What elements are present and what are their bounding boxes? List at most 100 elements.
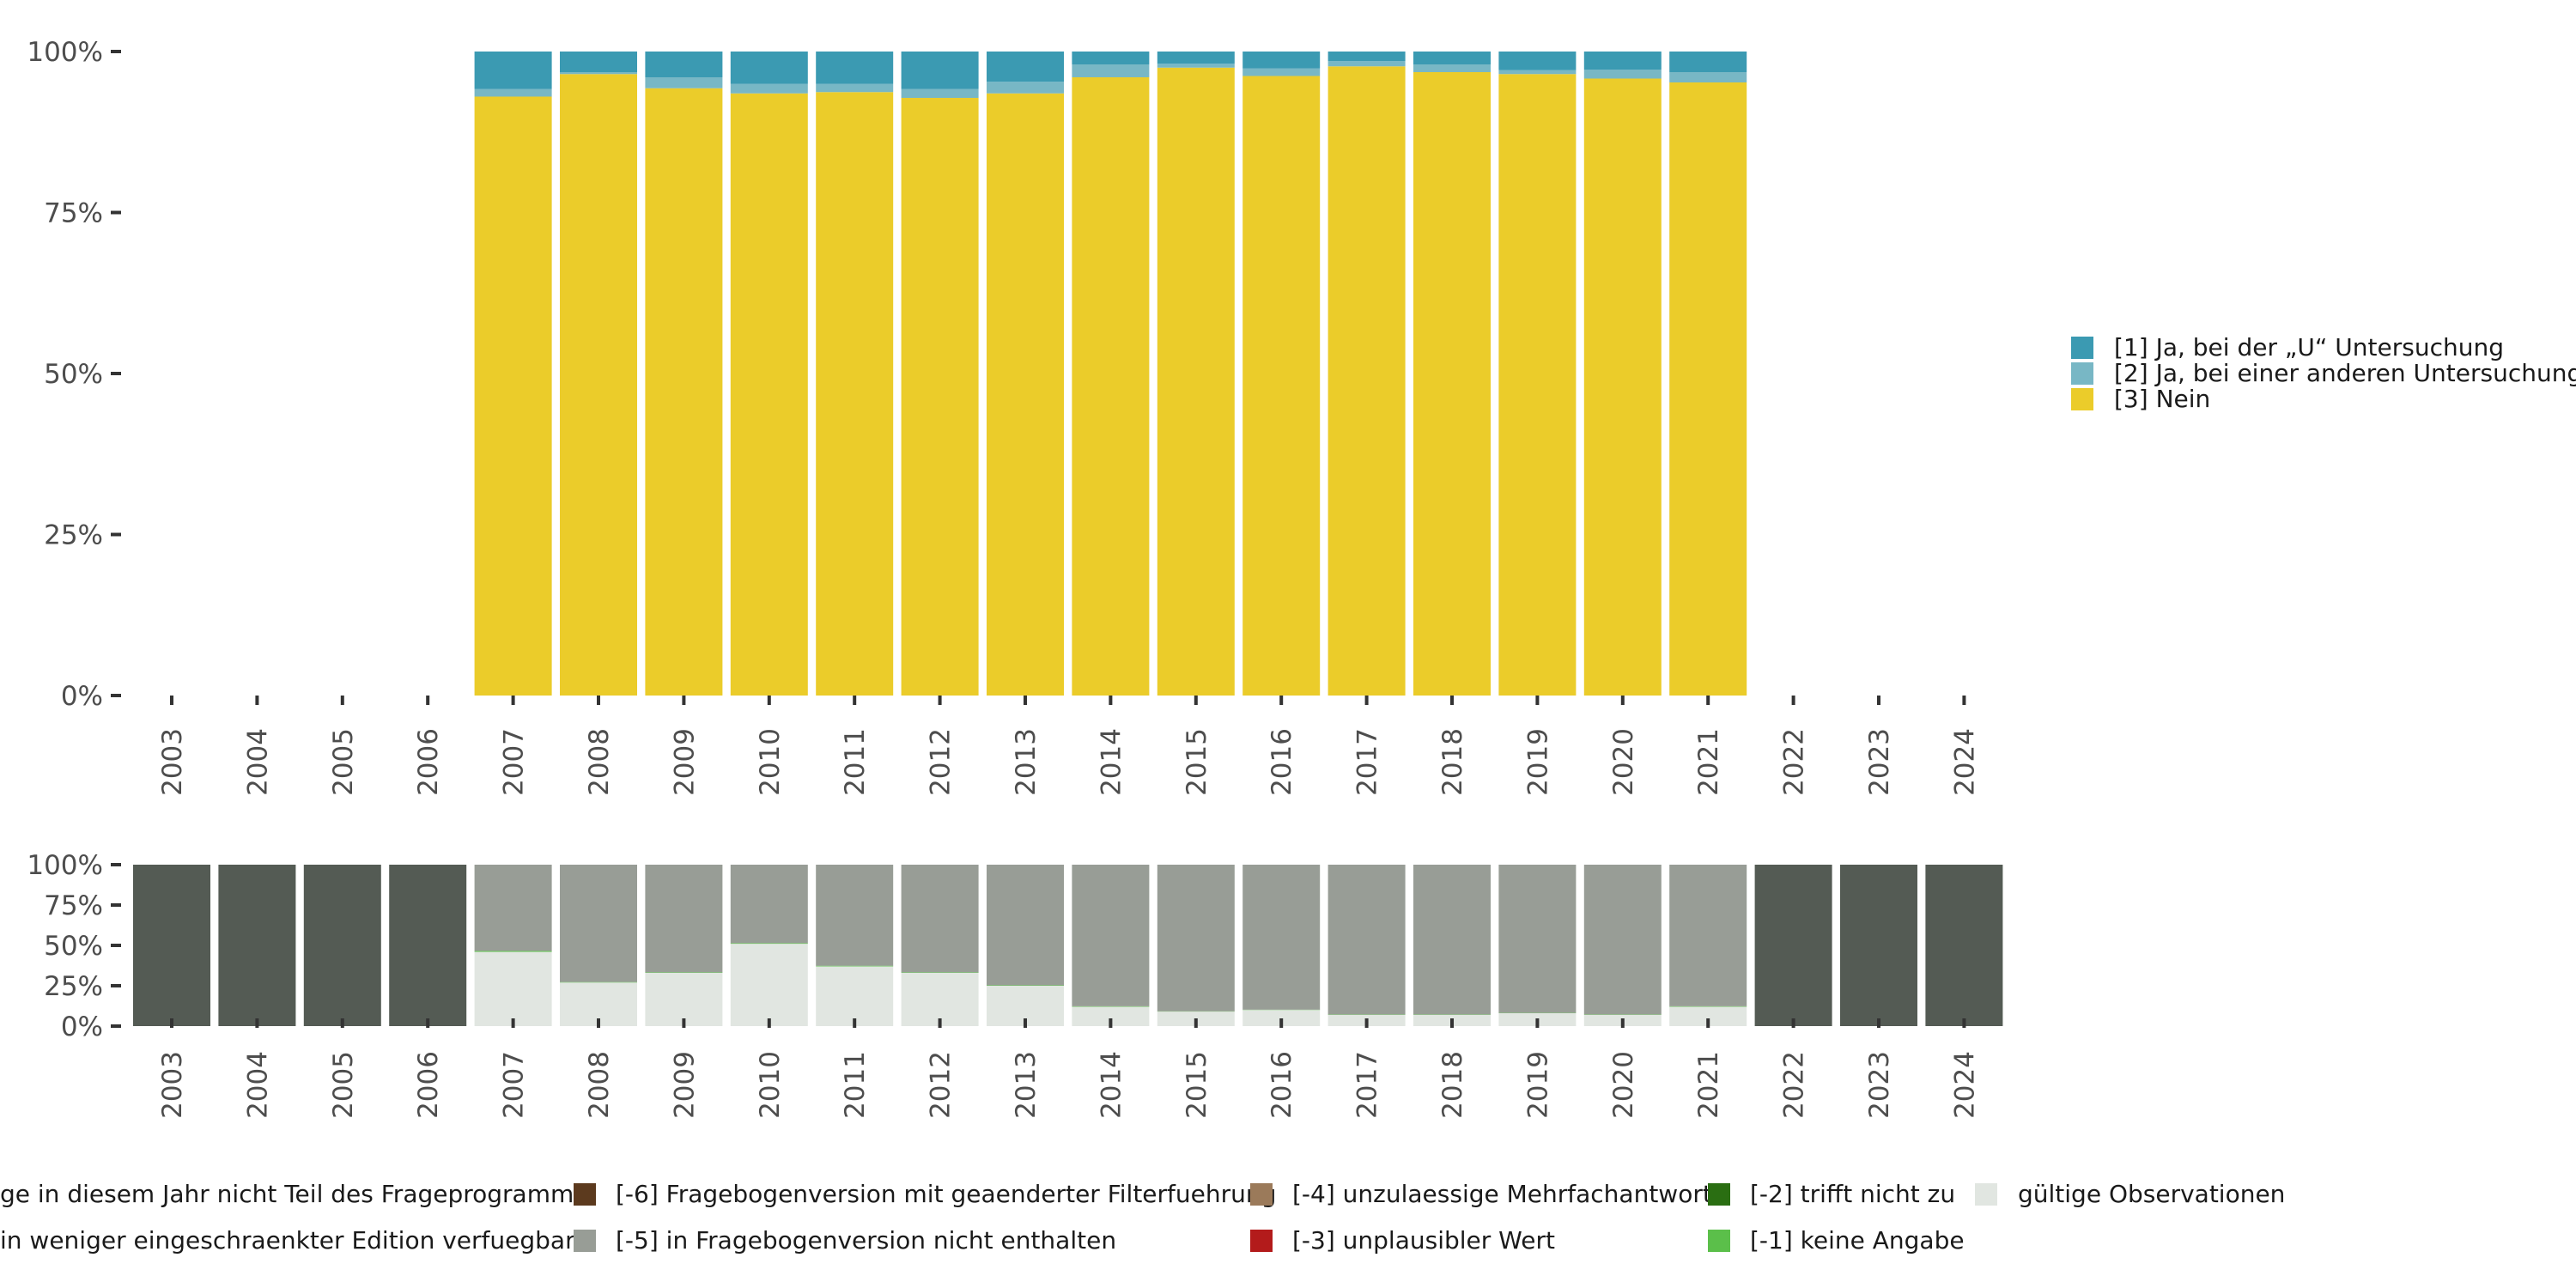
bottom-xtick-label-2014: 2014 (1096, 1051, 1127, 1119)
top-xtick-label-2009: 2009 (669, 728, 700, 796)
bottom-xtick-label-2021: 2021 (1693, 1051, 1724, 1119)
bottom-xtick-label-2023: 2023 (1864, 1051, 1895, 1119)
legend-bottom-label-8: [-1] keine Angabe (1750, 1226, 1965, 1255)
top-bar-2011-1-ja-bei-der-u-untersuchung (816, 52, 894, 84)
legend-bottom-label-3: [-6] Fragebogenversion mit geaenderter F… (616, 1180, 1276, 1208)
top-bar-2015-3-nein (1157, 67, 1235, 696)
bottom-bar-2011-5-in-fragebogenversion-nicht-enthalten (816, 865, 894, 966)
bottom-xtick-label-2018: 2018 (1437, 1051, 1468, 1119)
bottom-bar-2011-1-keine-angabe (816, 965, 894, 967)
top-bar-2019-3-nein (1498, 74, 1577, 696)
top-xtick-label-2016: 2016 (1267, 728, 1297, 796)
top-xtick-label-2020: 2020 (1608, 728, 1639, 796)
bottom-bar-2018-5-in-fragebogenversion-nicht-enthalten (1413, 865, 1491, 1015)
top-bar-2009-3-nein (645, 88, 723, 696)
top-bar-2014-1-ja-bei-der-u-untersuchung (1072, 52, 1150, 64)
top-bar-2016-2-ja-bei-einer-anderen-untersuchung (1242, 68, 1321, 76)
bottom-bar-2009-5-in-fragebogenversion-nicht-enthalten (645, 865, 723, 973)
bottom-bar-2005-8-frage-in-diesem-jahr-nicht-teil-des-frageprogramms (303, 865, 381, 1026)
top-bar-2010-3-nein (730, 93, 808, 696)
bottom-bar-2003-8-frage-in-diesem-jahr-nicht-teil-des-frageprogramms (133, 865, 210, 1026)
top-bar-2008-2-ja-bei-einer-anderen-untersuchung (560, 72, 637, 75)
top-xtick-label-2014: 2014 (1096, 728, 1127, 796)
top-xtick-label-2011: 2011 (840, 728, 871, 796)
top-bar-2014-3-nein (1072, 77, 1150, 696)
bottom-bar-2010-g-ltige-observationen (730, 944, 808, 1026)
top-ytick-label-0: 0% (61, 681, 103, 712)
bottom-xtick-label-2013: 2013 (1011, 1051, 1042, 1119)
top-bar-2011-3-nein (816, 92, 894, 696)
legend-bottom-label-9: gültige Observationen (2018, 1180, 2285, 1208)
bottom-xtick-label-2009: 2009 (669, 1051, 700, 1119)
top-ytick-label-25: 25% (44, 520, 103, 551)
bottom-bar-2014-1-keine-angabe (1072, 1005, 1150, 1007)
top-bar-2008-1-ja-bei-der-u-untersuchung (560, 52, 637, 72)
top-bar-2020-2-ja-bei-einer-anderen-untersuchung (1583, 70, 1662, 79)
top-bar-2012-3-nein (901, 98, 979, 696)
top-bar-2013-3-nein (987, 93, 1064, 696)
top-bar-2011-2-ja-bei-einer-anderen-untersuchung (816, 83, 894, 93)
legend-bottom-label-2: in weniger eingeschraenkter Edition verf… (0, 1226, 575, 1255)
bottom-bar-2024-8-frage-in-diesem-jahr-nicht-teil-des-frageprogramms (1925, 865, 2003, 1026)
legend-bottom-key-7 (1708, 1183, 1730, 1206)
top-xtick-label-2005: 2005 (328, 728, 359, 796)
bottom-xtick-label-2005: 2005 (328, 1051, 359, 1119)
bottom-xtick-label-2011: 2011 (840, 1051, 871, 1119)
bottom-bar-2020-5-in-fragebogenversion-nicht-enthalten (1583, 865, 1662, 1015)
top-bar-2017-2-ja-bei-einer-anderen-untersuchung (1327, 61, 1406, 67)
top-bar-2021-2-ja-bei-einer-anderen-untersuchung (1669, 72, 1747, 82)
bottom-bar-2011-g-ltige-observationen (816, 966, 894, 1026)
legend-right-label-3: [3] Nein (2114, 385, 2210, 413)
top-bar-2017-1-ja-bei-der-u-untersuchung (1327, 52, 1406, 62)
top-bar-2010-2-ja-bei-einer-anderen-untersuchung (730, 83, 808, 94)
top-bar-2018-3-nein (1413, 72, 1491, 696)
bottom-bar-2006-8-frage-in-diesem-jahr-nicht-teil-des-frageprogramms (389, 865, 467, 1026)
bottom-xtick-label-2024: 2024 (1949, 1051, 1980, 1119)
bottom-bar-2017-5-in-fragebogenversion-nicht-enthalten (1327, 865, 1406, 1015)
top-bar-2018-2-ja-bei-einer-anderen-untersuchung (1413, 64, 1491, 72)
bottom-ytick-label-0: 0% (61, 1012, 103, 1042)
top-bar-2012-2-ja-bei-einer-anderen-untersuchung (901, 88, 979, 98)
bottom-xtick-label-2006: 2006 (413, 1051, 444, 1119)
bottom-bar-2021-g-ltige-observationen (1669, 1006, 1747, 1026)
top-bar-2009-2-ja-bei-einer-anderen-untersuchung (645, 77, 723, 88)
top-bar-2013-2-ja-bei-einer-anderen-untersuchung (987, 82, 1064, 94)
bottom-bar-2010-1-keine-angabe (730, 943, 808, 945)
bottom-bar-2013-5-in-fragebogenversion-nicht-enthalten (987, 865, 1064, 986)
legend-bottom-label-5: [-4] unzulaessige Mehrfachantwort (1292, 1180, 1712, 1208)
top-bar-2014-2-ja-bei-einer-anderen-untersuchung (1072, 64, 1150, 77)
top-bar-2015-1-ja-bei-der-u-untersuchung (1157, 52, 1235, 64)
legend-bottom-key-5 (1250, 1183, 1273, 1206)
top-bar-2013-1-ja-bei-der-u-untersuchung (987, 52, 1064, 82)
top-bar-2019-1-ja-bei-der-u-untersuchung (1498, 52, 1577, 70)
top-ytick-label-100: 100% (27, 37, 103, 68)
bottom-bar-2009-g-ltige-observationen (645, 972, 723, 1026)
bottom-xtick-label-2010: 2010 (755, 1051, 786, 1119)
bottom-bar-2008-1-keine-angabe (560, 981, 637, 983)
bottom-bar-2015-5-in-fragebogenversion-nicht-enthalten (1157, 865, 1235, 1012)
bottom-bar-2008-5-in-fragebogenversion-nicht-enthalten (560, 865, 637, 982)
top-ytick-label-75: 75% (44, 198, 103, 229)
bottom-chart: 0% 25% 50% 75% 100% 2003 2004 2005 2006 2007 2008 2… (27, 850, 2003, 1119)
bottom-bar-2019-5-in-fragebogenversion-nicht-enthalten (1498, 865, 1577, 1013)
bottom-bar-2022-8-frage-in-diesem-jahr-nicht-teil-des-frageprogramms (1754, 865, 1832, 1026)
top-xtick-label-2024: 2024 (1949, 728, 1980, 796)
bottom-bar-2014-5-in-fragebogenversion-nicht-enthalten (1072, 865, 1150, 1006)
top-xtick-label-2021: 2021 (1693, 728, 1724, 796)
top-bar-2015-2-ja-bei-einer-anderen-untersuchung (1157, 64, 1235, 68)
legend-bottom: ge in diesem Jahr nicht Teil des Fragepr… (0, 1180, 2285, 1255)
legend-bottom-label-7: [-2] trifft nicht zu (1750, 1180, 1955, 1208)
top-ytick-label-50: 50% (44, 359, 103, 390)
top-bar-2010-1-ja-bei-der-u-untersuchung (730, 52, 808, 84)
bottom-ytick-label-100: 100% (27, 850, 103, 881)
top-bar-2021-3-nein (1669, 82, 1747, 696)
top-bar-2012-1-ja-bei-der-u-untersuchung (901, 52, 979, 89)
bottom-ytick-label-25: 25% (44, 971, 103, 1002)
top-xtick-label-2007: 2007 (499, 728, 530, 796)
top-bar-2007-1-ja-bei-der-u-untersuchung (474, 52, 552, 89)
top-xtick-label-2012: 2012 (926, 728, 957, 796)
top-bar-2018-1-ja-bei-der-u-untersuchung (1413, 52, 1491, 64)
top-xtick-label-2013: 2013 (1011, 728, 1042, 796)
bottom-xtick-label-2007: 2007 (499, 1051, 530, 1119)
